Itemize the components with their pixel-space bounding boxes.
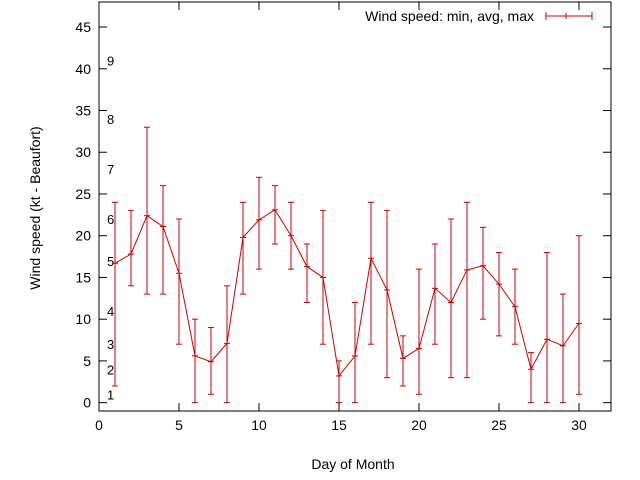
- beaufort-label: 7: [107, 162, 114, 177]
- legend: Wind speed: min, avg, max: [365, 8, 593, 24]
- x-axis-ticks: 0 5 10 15 20 25 30: [95, 2, 587, 433]
- x-tick-label: 15: [331, 417, 347, 433]
- x-tick-label: 30: [571, 417, 587, 433]
- beaufort-label: 1: [107, 387, 114, 402]
- series-layer: [112, 126, 582, 404]
- legend-label: Wind speed: min, avg, max: [365, 8, 534, 24]
- y-tick-label: 5: [83, 353, 91, 369]
- y-tick-label: 0: [83, 395, 91, 411]
- beaufort-label: 3: [107, 337, 114, 352]
- beaufort-label: 2: [107, 362, 114, 377]
- y-tick-label: 20: [75, 228, 91, 244]
- avg-line: [114, 209, 580, 378]
- beaufort-label: 5: [107, 254, 114, 269]
- y-tick-label: 25: [75, 186, 91, 202]
- plot-frame: [98, 1, 612, 412]
- y-tick-label: 30: [75, 144, 91, 160]
- x-tick-label: 0: [95, 417, 103, 433]
- beaufort-scale-labels: 1 2 3 4 5 6 7 8 9: [107, 53, 114, 402]
- x-tick-label: 25: [491, 417, 507, 433]
- x-tick-label: 10: [251, 417, 267, 433]
- x-axis-label: Day of Month: [311, 456, 394, 472]
- y-tick-label: 15: [75, 269, 91, 285]
- beaufort-label: 9: [107, 53, 114, 68]
- x-tick-label: 5: [175, 417, 183, 433]
- beaufort-label: 8: [107, 112, 114, 127]
- y-tick-label: 10: [75, 311, 91, 327]
- beaufort-label: 4: [107, 304, 114, 319]
- y-tick-label: 45: [75, 19, 91, 35]
- y-tick-label: 40: [75, 61, 91, 77]
- y-tick-label: 35: [75, 103, 91, 119]
- y-axis-label: Wind speed (kt - Beaufort): [27, 126, 43, 289]
- x-tick-label: 20: [411, 417, 427, 433]
- beaufort-label: 6: [107, 212, 114, 227]
